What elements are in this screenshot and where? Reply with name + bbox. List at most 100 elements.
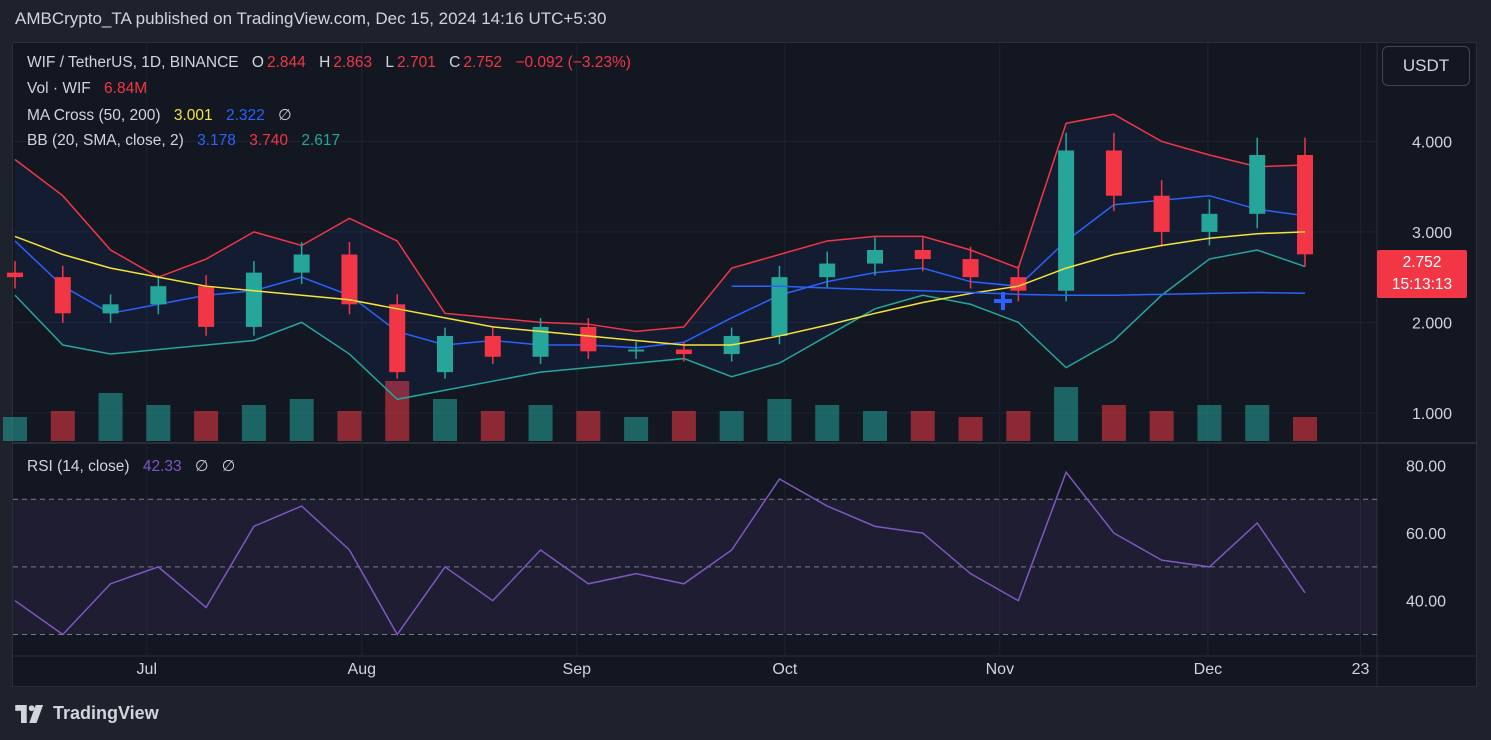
chart-panel[interactable] (12, 42, 1477, 687)
bb-lower-line (14, 249, 1306, 401)
tradingview-logo-icon (15, 704, 44, 723)
time-tick-label: Dec (1194, 661, 1222, 678)
candle-body (293, 254, 310, 273)
bollinger-bands (14, 113, 1306, 401)
volume-bar (480, 411, 505, 441)
volume-bar (3, 417, 27, 441)
rsi-tick-label: 80.00 (1406, 459, 1446, 476)
price-tick-label: 3.000 (1412, 225, 1452, 242)
candle-body (1105, 150, 1122, 196)
ma200-line (731, 285, 1306, 296)
rsi-tick-label: 60.00 (1406, 526, 1446, 543)
rsi-band-fill (13, 499, 1377, 635)
candle-body (341, 254, 358, 305)
candle-body (245, 272, 262, 327)
rsi-tick-label: 40.00 (1406, 594, 1446, 611)
volume-bar (98, 393, 123, 441)
bb-fill (15, 114, 1305, 400)
candle-body (1153, 195, 1170, 232)
price-tick-label: 4.000 (1412, 134, 1452, 151)
candle-body (914, 250, 931, 260)
candle-body (389, 304, 406, 373)
ma-label[interactable]: MA Cross (50, 200) (27, 107, 161, 124)
ma-extra: ∅ (278, 107, 292, 124)
volume-bar (1149, 411, 1174, 441)
open-value: 2.844 (266, 54, 306, 71)
candle-body (1297, 155, 1313, 255)
low-value: 2.701 (397, 54, 436, 71)
rsi-value: 42.33 (142, 458, 182, 475)
rsi-legend: RSI (14, close) 42.33 ∅ ∅ (27, 457, 238, 476)
volume-bar (1245, 405, 1270, 441)
volume-bar (671, 411, 696, 441)
volume-bar (433, 399, 457, 441)
rsi-extra-1: ∅ (194, 458, 209, 475)
volume-bar (815, 405, 840, 441)
time-tick-label: Oct (772, 661, 797, 678)
volume-bar (958, 417, 983, 441)
publisher-line: AMBCrypto_TA published on TradingView.co… (15, 9, 607, 28)
candle-body (150, 286, 167, 305)
high-label: H (319, 54, 331, 71)
rsi-line (14, 470, 1306, 636)
volume-bar (1006, 411, 1031, 441)
volume-legend: Vol · WIF 6.84M (27, 80, 150, 98)
candle-body (771, 277, 788, 336)
volume-bar (1197, 405, 1222, 441)
close-label: C (449, 54, 461, 71)
candle-body (532, 326, 549, 357)
bb-label[interactable]: BB (20, SMA, close, 2) (27, 132, 184, 149)
ma50-value: 3.001 (173, 107, 213, 124)
time-tick-label: Sep (563, 661, 592, 678)
candle-body (628, 349, 645, 352)
bb-basis-line (14, 194, 1306, 349)
candle-body (1201, 213, 1218, 232)
open-label: O (251, 54, 264, 71)
last-price-tag: 2.752 15:13:13 (1377, 250, 1467, 298)
volume-bar (1293, 417, 1317, 441)
volume-bar (528, 405, 553, 441)
currency-button[interactable]: USDT (1382, 46, 1470, 86)
volume-bar (337, 411, 362, 441)
candle-body (962, 259, 979, 278)
moving-averages (14, 231, 1306, 346)
candle-body (675, 349, 692, 355)
candle-body (198, 286, 215, 327)
candles (7, 132, 1313, 379)
volume-bar (50, 411, 75, 441)
axis-labels: 1.000 2.000 3.000 4.000 40.00 60.00 80.00 Jul Au… (137, 134, 1453, 678)
price-tick-label: 1.000 (1412, 406, 1452, 423)
candle-body (7, 272, 23, 278)
volume-label[interactable]: Vol · WIF (27, 80, 91, 97)
last-price: 2.752 (1402, 254, 1442, 271)
cross-marker (994, 292, 1012, 310)
time-tick-label: Jul (137, 661, 157, 678)
price-tick-label: 2.000 (1412, 315, 1452, 332)
volume-bar (863, 411, 887, 441)
symbol-label[interactable]: WIF / TetherUS, 1D, BINANCE (27, 54, 239, 71)
candle-body (1058, 150, 1075, 291)
tradingview-logo[interactable]: TradingView (15, 703, 159, 724)
volume-bar (241, 405, 266, 441)
ma-legend: MA Cross (50, 200) 3.001 2.322 ∅ (27, 106, 295, 125)
rsi-extra-2: ∅ (221, 458, 236, 475)
volume-bars (3, 381, 1317, 441)
rsi-label[interactable]: RSI (14, close) (27, 458, 130, 475)
change-value: −0.092 (−3.23%) (515, 54, 631, 71)
volume-bar (767, 399, 792, 441)
ma200-value: 2.322 (225, 107, 265, 124)
volume-bar (719, 411, 744, 441)
candle-body (437, 335, 453, 373)
low-label: L (385, 54, 395, 71)
volume-bar (624, 417, 649, 441)
candle-body (102, 304, 119, 314)
tradingview-brand: TradingView (53, 703, 159, 723)
bar-countdown: 15:13:13 (1391, 276, 1453, 293)
volume-bar (146, 405, 171, 441)
bb-upper-line (14, 113, 1306, 333)
rsi-pane (13, 470, 1377, 636)
candle-body (1249, 155, 1266, 214)
volume-bar (1101, 405, 1126, 441)
bb-lower-value: 2.617 (301, 132, 341, 149)
